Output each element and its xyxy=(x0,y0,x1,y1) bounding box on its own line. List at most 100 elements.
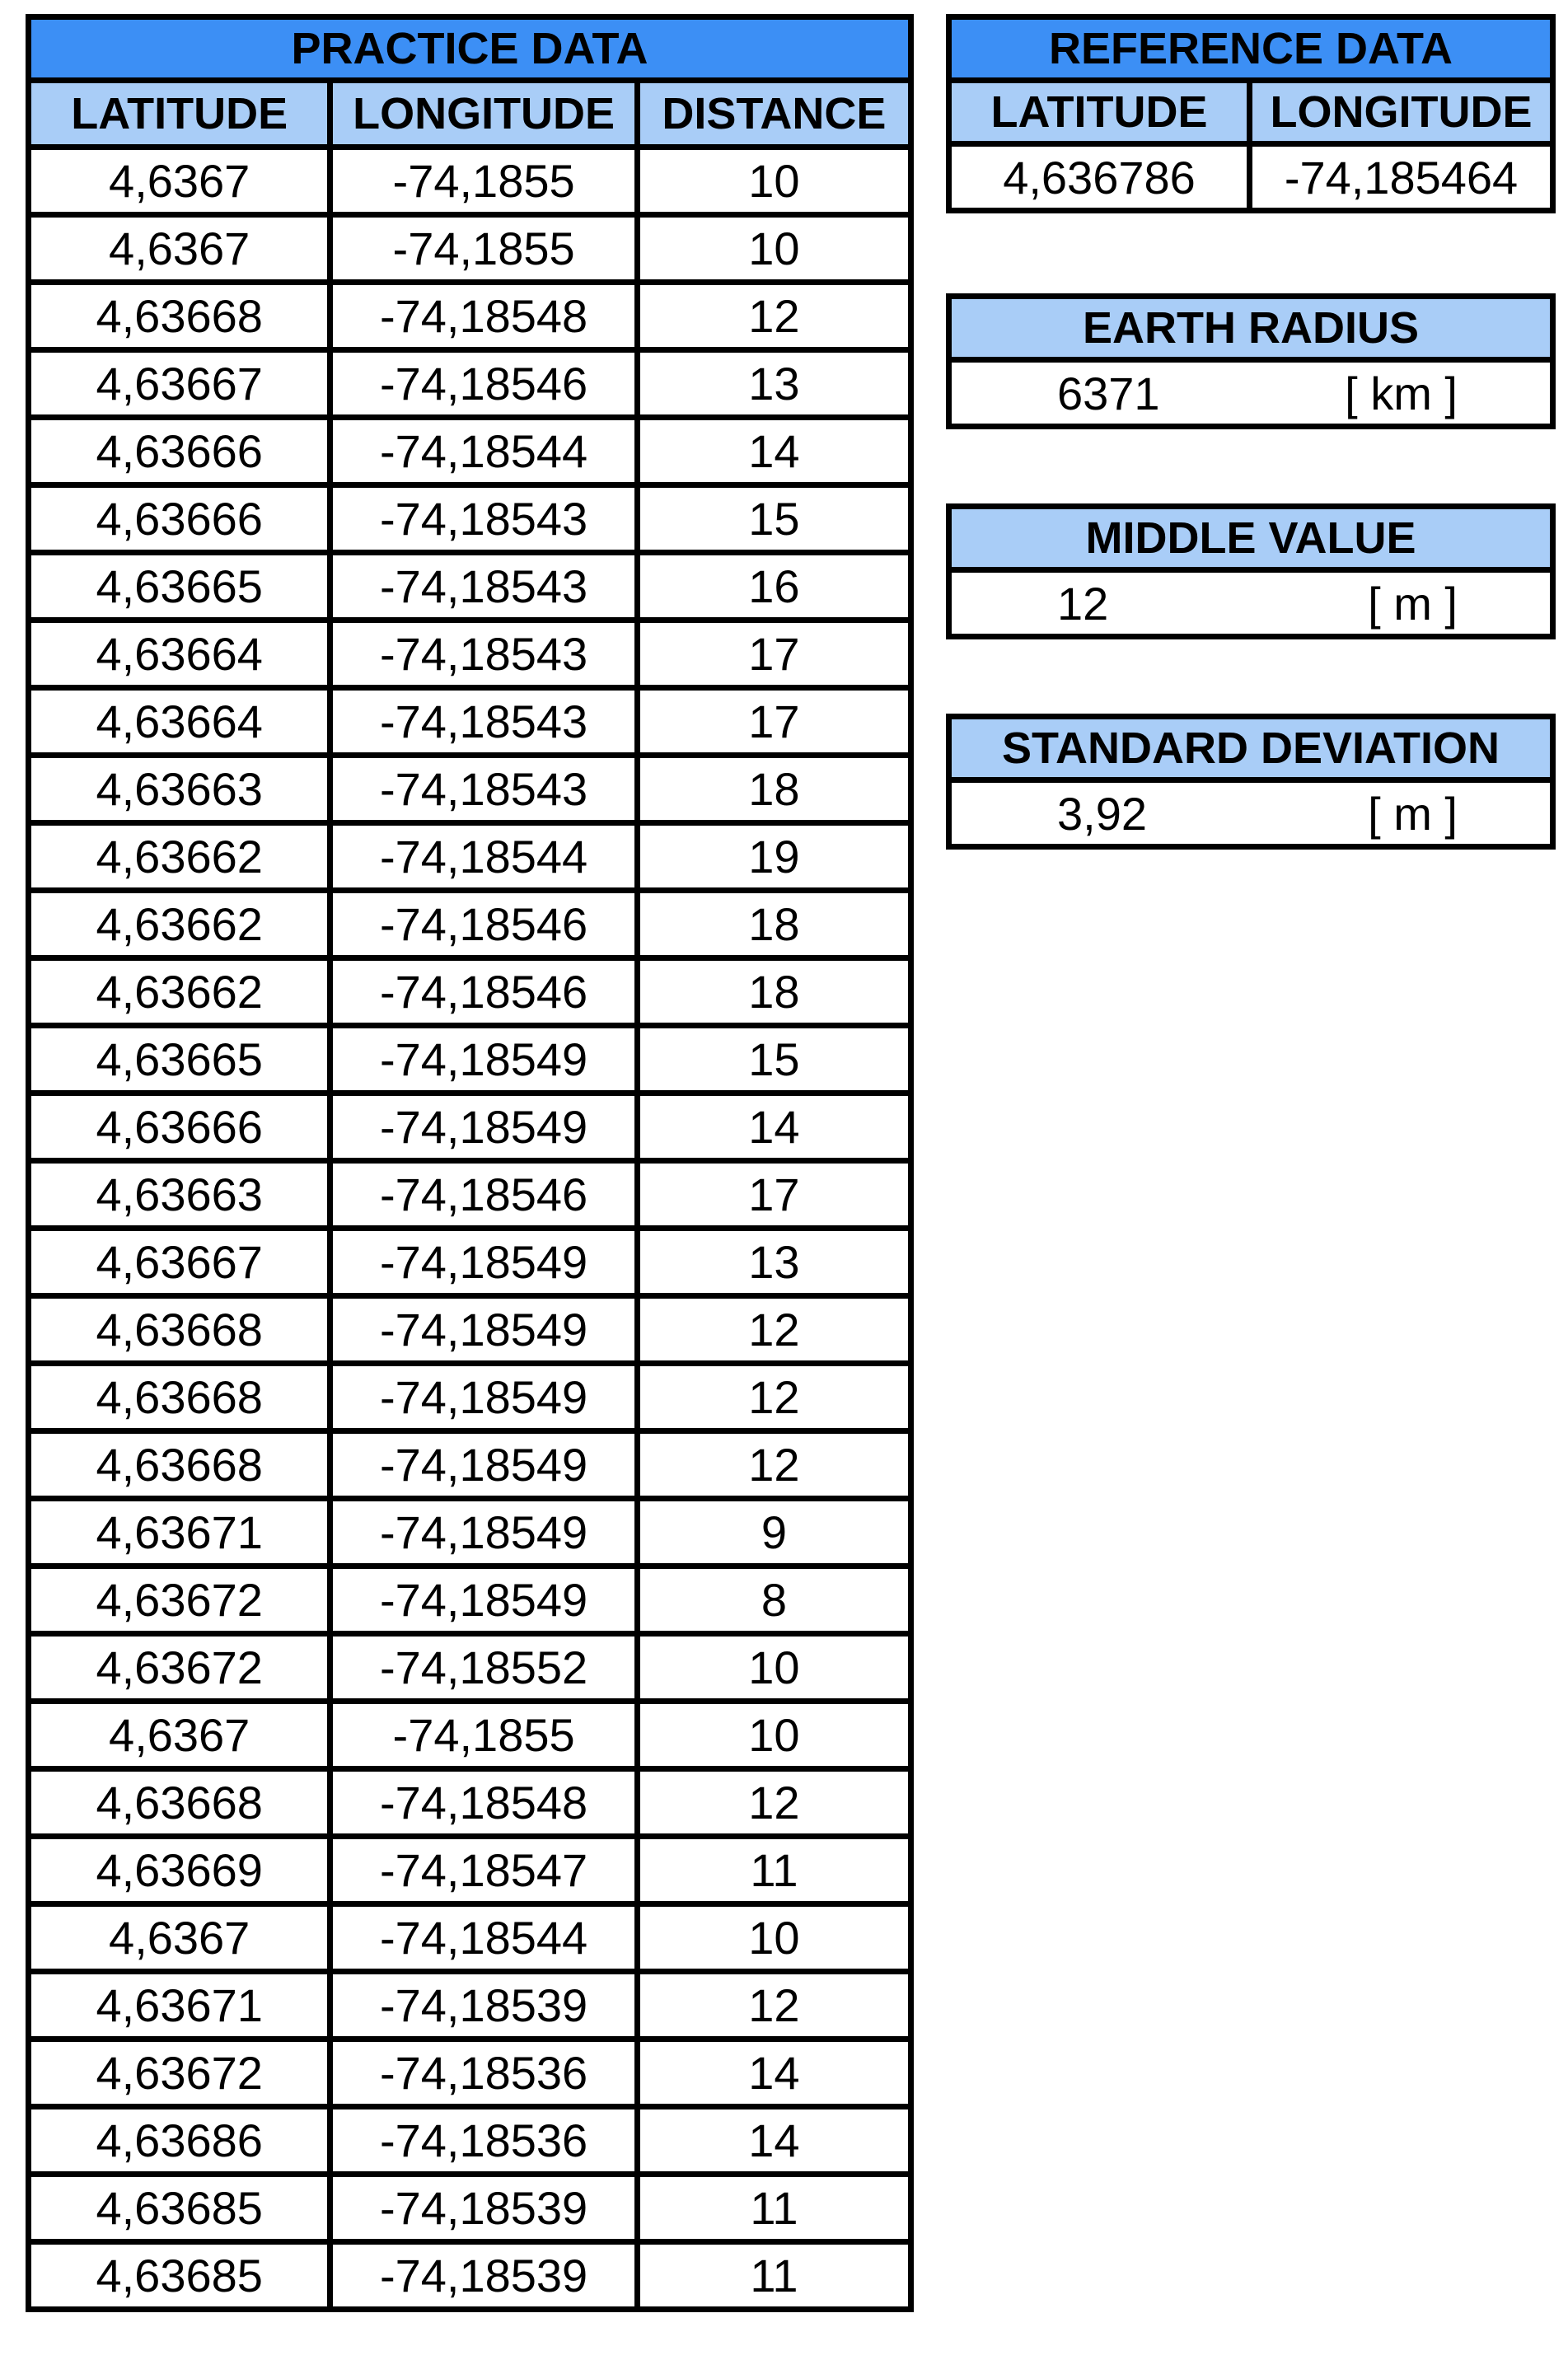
distance-cell: 18 xyxy=(634,752,915,826)
latitude-cell: 4,63664 xyxy=(25,617,334,691)
middle-value-value: 12 xyxy=(1057,577,1109,630)
reference-latitude-header: LATITUDE xyxy=(946,77,1252,147)
distance-cell: 12 xyxy=(634,1428,915,1501)
latitude-cell: 4,63668 xyxy=(25,1428,334,1501)
distance-cell: 11 xyxy=(634,1833,915,1907)
latitude-cell: 4,63672 xyxy=(25,2036,334,2109)
longitude-cell: -74,18549 xyxy=(327,1360,640,1434)
table-row: 4,63672 -74,18549 8 xyxy=(25,1563,915,1637)
latitude-cell: 4,63662 xyxy=(25,955,334,1028)
table-row: 4,63663 -74,18543 18 xyxy=(25,752,915,826)
longitude-cell: -74,18543 xyxy=(327,685,640,758)
earth-radius-title: EARTH RADIUS xyxy=(946,293,1556,363)
latitude-cell: 4,63686 xyxy=(25,2104,334,2177)
longitude-cell: -74,18549 xyxy=(327,1293,640,1366)
distance-cell: 17 xyxy=(634,1158,915,1231)
table-row: 4,63685 -74,18539 11 xyxy=(25,2239,915,2312)
longitude-cell: -74,18539 xyxy=(327,2171,640,2245)
reference-latitude-value: 4,636786 xyxy=(946,141,1252,213)
latitude-cell: 4,6367 xyxy=(25,1698,334,1772)
table-row: 4,63662 -74,18546 18 xyxy=(25,887,915,961)
longitude-cell: -74,18549 xyxy=(327,1563,640,1637)
longitude-cell: -74,18539 xyxy=(327,2239,640,2312)
practice-data-title: PRACTICE DATA xyxy=(26,14,914,83)
earth-radius-unit: [ km ] xyxy=(1345,367,1458,419)
table-row: 4,6367 -74,1855 10 xyxy=(25,144,915,218)
distance-cell: 10 xyxy=(634,1631,915,1704)
distance-cell: 10 xyxy=(634,1901,915,1974)
latitude-cell: 4,63662 xyxy=(25,887,334,961)
distance-cell: 14 xyxy=(634,2036,915,2109)
table-row: 4,63665 -74,18543 16 xyxy=(25,550,915,623)
longitude-cell: -74,18546 xyxy=(327,887,640,961)
table-row: 4,63664 -74,18543 17 xyxy=(25,685,915,758)
longitude-cell: -74,18549 xyxy=(327,1225,640,1299)
distance-cell: 14 xyxy=(634,414,915,488)
longitude-cell: -74,18546 xyxy=(327,347,640,420)
latitude-cell: 4,63671 xyxy=(25,1969,334,2042)
standard-deviation-value: 3,92 xyxy=(1057,787,1147,840)
longitude-cell: -74,18548 xyxy=(327,1766,640,1839)
distance-cell: 10 xyxy=(634,1698,915,1772)
distance-cell: 13 xyxy=(634,347,915,420)
table-row: 4,63662 -74,18544 19 xyxy=(25,820,915,893)
longitude-cell: -74,18544 xyxy=(327,1901,640,1974)
latitude-cell: 4,63663 xyxy=(25,1158,334,1231)
longitude-cell: -74,18546 xyxy=(327,1158,640,1231)
practice-longitude-header: LONGITUDE xyxy=(327,77,640,150)
table-row: 4,63671 -74,18549 9 xyxy=(25,1496,915,1569)
distance-cell: 12 xyxy=(634,1969,915,2042)
latitude-cell: 4,63669 xyxy=(25,1833,334,1907)
longitude-cell: -74,18543 xyxy=(327,752,640,826)
table-row: 4,63669 -74,18547 11 xyxy=(25,1833,915,1907)
latitude-cell: 4,63665 xyxy=(25,550,334,623)
longitude-cell: -74,18548 xyxy=(327,279,640,353)
latitude-cell: 4,6367 xyxy=(25,1901,334,1974)
distance-cell: 10 xyxy=(634,212,915,285)
earth-radius-table: EARTH RADIUS 6371 [ km ] xyxy=(946,293,1556,429)
latitude-cell: 4,6367 xyxy=(25,212,334,285)
table-row: 4,63671 -74,18539 12 xyxy=(25,1969,915,2042)
table-row: 4,63668 -74,18549 12 xyxy=(25,1293,915,1366)
table-row: 4,63668 -74,18549 12 xyxy=(25,1428,915,1501)
distance-cell: 11 xyxy=(634,2171,915,2245)
distance-cell: 18 xyxy=(634,887,915,961)
latitude-cell: 4,63667 xyxy=(25,1225,334,1299)
table-row: 4,6367 -74,18544 10 xyxy=(25,1901,915,1974)
table-row: 4,6367 -74,1855 10 xyxy=(25,212,915,285)
latitude-cell: 4,63668 xyxy=(25,1293,334,1366)
latitude-cell: 4,63668 xyxy=(25,1360,334,1434)
table-row: 4,63668 -74,18548 12 xyxy=(25,1766,915,1839)
table-row: 4,63667 -74,18549 13 xyxy=(25,1225,915,1299)
latitude-cell: 4,63666 xyxy=(25,1090,334,1164)
latitude-cell: 4,63665 xyxy=(25,1023,334,1096)
table-row: 4,63686 -74,18536 14 xyxy=(25,2104,915,2177)
longitude-cell: -74,18552 xyxy=(327,1631,640,1704)
latitude-cell: 4,63672 xyxy=(25,1631,334,1704)
longitude-cell: -74,18547 xyxy=(327,1833,640,1907)
middle-value-cell: 12 [ m ] xyxy=(946,567,1556,639)
longitude-cell: -74,18543 xyxy=(327,550,640,623)
longitude-cell: -74,1855 xyxy=(327,144,640,218)
longitude-cell: -74,18549 xyxy=(327,1023,640,1096)
longitude-cell: -74,18543 xyxy=(327,482,640,555)
practice-data-table: PRACTICE DATA LATITUDE LONGITUDE DISTANC… xyxy=(25,14,915,2312)
distance-cell: 19 xyxy=(634,820,915,893)
standard-deviation-cell: 3,92 [ m ] xyxy=(946,777,1556,850)
middle-value-table: MIDDLE VALUE 12 [ m ] xyxy=(946,503,1556,639)
reference-longitude-header: LONGITUDE xyxy=(1246,77,1556,147)
earth-radius-cell: 6371 [ km ] xyxy=(946,357,1556,429)
distance-cell: 12 xyxy=(634,1766,915,1839)
table-row: 4,63666 -74,18544 14 xyxy=(25,414,915,488)
table-row: 4,63664 -74,18543 17 xyxy=(25,617,915,691)
latitude-cell: 4,63667 xyxy=(25,347,334,420)
distance-cell: 15 xyxy=(634,482,915,555)
table-row: 4,63662 -74,18546 18 xyxy=(25,955,915,1028)
longitude-cell: -74,18543 xyxy=(327,617,640,691)
table-row: 4,6367 -74,1855 10 xyxy=(25,1698,915,1772)
distance-cell: 10 xyxy=(634,144,915,218)
table-row: 4,63685 -74,18539 11 xyxy=(25,2171,915,2245)
longitude-cell: -74,18536 xyxy=(327,2036,640,2109)
latitude-cell: 4,63668 xyxy=(25,1766,334,1839)
distance-cell: 18 xyxy=(634,955,915,1028)
